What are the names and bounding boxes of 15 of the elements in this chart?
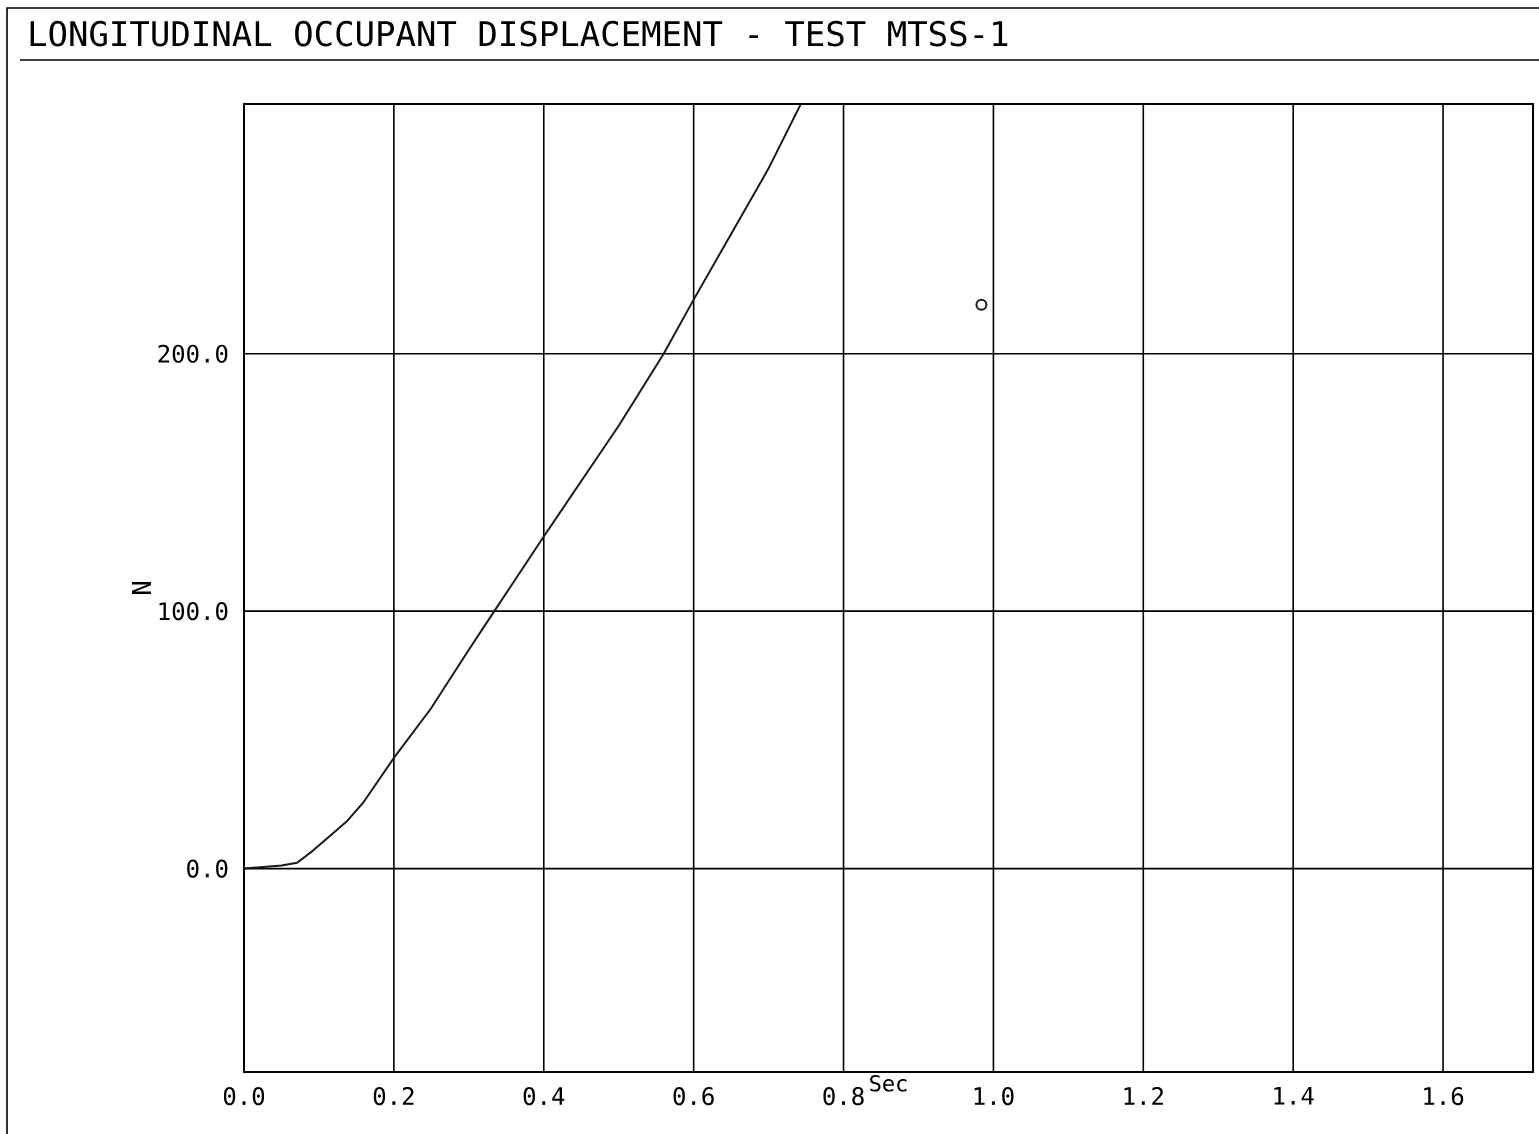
x-axis-title: Sec [870,1074,907,1092]
x-tick-label: 0.2 [373,1087,414,1106]
y-tick-label: 200.0 [158,344,228,363]
y-tick-label: 100.0 [159,602,228,621]
x-tick-label: 1.2 [1124,1087,1163,1105]
y-tick-label: 0.0 [187,859,228,878]
y-axis-title: N [132,581,151,595]
x-tick-label: 1.0 [974,1087,1014,1106]
x-tick-label: 0.8 [823,1087,864,1106]
x-tick-label: 0.0 [223,1087,265,1106]
chart-title: LONGITUDINAL OCCUPANT DISPLACEMENT - TEST MTSS-1 [30,20,1008,47]
x-tick-label: 1.4 [1274,1087,1314,1105]
x-tick-label: 0.6 [673,1087,714,1106]
x-tick-label: 0.4 [523,1087,565,1106]
x-tick-label: 1.6 [1424,1087,1464,1106]
